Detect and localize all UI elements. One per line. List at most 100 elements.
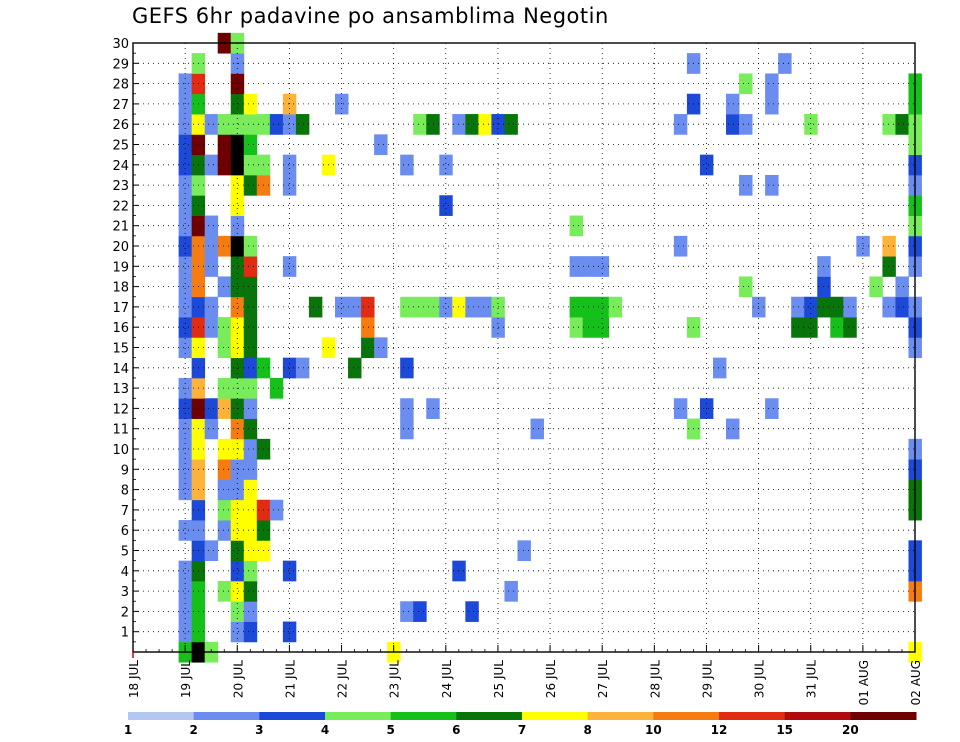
heatmap-cell — [230, 215, 245, 237]
colorbar-swatch — [325, 712, 392, 720]
heatmap-cell — [791, 317, 805, 338]
x-tick-label: 27 JUL — [596, 660, 610, 698]
heatmap-cell — [217, 398, 232, 419]
heatmap-cell — [204, 317, 219, 338]
heatmap-cell — [439, 195, 453, 216]
x-tick-label: 31 JUL — [805, 660, 819, 698]
heatmap-cell — [230, 317, 245, 338]
heatmap-cell — [465, 114, 479, 135]
heatmap-cell — [400, 154, 414, 176]
x-tick-label: 20 JUL — [231, 660, 245, 698]
colorbar-label: 8 — [583, 723, 591, 737]
heatmap-cell — [178, 560, 193, 582]
heatmap-cell — [765, 174, 779, 196]
heatmap-cell — [582, 256, 597, 277]
y-tick-label: 2 — [121, 605, 129, 620]
heatmap-cell — [595, 317, 610, 338]
heatmap-cell — [178, 317, 193, 338]
heatmap-cell — [452, 114, 466, 135]
y-tick-label: 11 — [112, 423, 129, 438]
heatmap-cell — [230, 621, 245, 643]
heatmap-cell — [178, 520, 193, 541]
heatmap-cell — [308, 296, 323, 318]
heatmap-cell — [439, 154, 453, 176]
heatmap-cell — [243, 174, 258, 196]
y-tick-label: 25 — [112, 139, 129, 154]
x-tick-label: 30 JUL — [753, 660, 767, 698]
heatmap-cell — [374, 337, 388, 359]
y-tick-label: 22 — [112, 199, 129, 214]
heatmap-cell — [178, 580, 193, 602]
colorbar-swatch — [522, 712, 589, 720]
y-tick-label: 8 — [121, 484, 129, 499]
heatmap-cell — [178, 479, 193, 501]
colorbar-label: 2 — [189, 723, 197, 737]
heatmap-cell — [243, 540, 258, 562]
heatmap-cell — [269, 377, 284, 399]
heatmap-cell — [243, 520, 258, 541]
heatmap-cell — [452, 296, 466, 318]
heatmap-cell — [217, 154, 232, 176]
heatmap-cell — [217, 114, 232, 135]
heatmap-cell — [726, 114, 740, 135]
heatmap-cell — [778, 53, 792, 74]
heatmap-cell — [400, 296, 414, 318]
heatmap-cell — [739, 73, 753, 95]
heatmap-cell — [243, 235, 258, 257]
colorbar-swatch — [456, 712, 523, 720]
y-tick-label: 17 — [112, 301, 129, 316]
heatmap-cell — [804, 317, 818, 338]
heatmap-cell — [204, 418, 219, 440]
heatmap-cell — [178, 601, 193, 622]
heatmap-cell — [204, 215, 219, 237]
heatmap-cell — [217, 235, 232, 257]
heatmap-cell — [243, 418, 258, 440]
x-tick-label: 19 JUL — [179, 660, 193, 698]
heatmap-cell — [282, 93, 297, 115]
colorbar-swatch — [128, 712, 195, 720]
heatmap-cell — [673, 398, 688, 419]
heatmap-cell — [178, 276, 193, 298]
heatmap-cell — [282, 154, 297, 176]
heatmap-cell — [791, 296, 805, 318]
y-tick-label: 16 — [112, 321, 129, 336]
heatmap-cell — [217, 134, 232, 156]
colorbar-label: 7 — [518, 723, 526, 737]
heatmap-cell — [400, 601, 414, 622]
heatmap-cell — [400, 418, 414, 440]
heatmap-cell — [569, 215, 584, 237]
y-tick-label: 3 — [121, 585, 129, 600]
heatmap-cell — [361, 317, 375, 338]
heatmap-cell — [178, 93, 193, 115]
x-tick-label: 01 AUG — [857, 660, 871, 705]
heatmap-cell — [178, 256, 193, 277]
heatmap-cell — [400, 398, 414, 419]
heatmap-cell — [178, 296, 193, 318]
colorbar-label: 1 — [124, 723, 132, 737]
heatmap-cell — [282, 174, 297, 196]
heatmap-cell — [739, 114, 753, 135]
heatmap-cell — [243, 438, 258, 460]
x-tick-label: 22 JUL — [336, 660, 350, 698]
y-tick-label: 5 — [121, 545, 129, 560]
heatmap-cell — [243, 114, 258, 135]
x-tick-label: 24 JUL — [440, 660, 454, 698]
x-tick-label: 23 JUL — [388, 660, 402, 698]
heatmap-cell — [712, 357, 727, 379]
y-tick-label: 10 — [112, 443, 129, 458]
heatmap-cell — [830, 317, 844, 338]
x-tick-label: 26 JUL — [544, 660, 558, 698]
heatmap-cell — [608, 296, 623, 318]
colorbar-swatch — [259, 712, 326, 720]
heatmap-cell — [400, 357, 414, 379]
y-tick-label: 28 — [112, 78, 129, 93]
y-tick-label: 15 — [112, 342, 129, 357]
y-tick-label: 12 — [112, 402, 129, 417]
colorbar-swatch — [719, 712, 786, 720]
heatmap-cell — [217, 377, 232, 399]
heatmap-cell — [843, 296, 857, 318]
heatmap-cell — [178, 438, 193, 460]
heatmap-cell — [243, 580, 258, 602]
heatmap-cell — [230, 93, 245, 115]
colorbar-label: 6 — [452, 723, 460, 737]
